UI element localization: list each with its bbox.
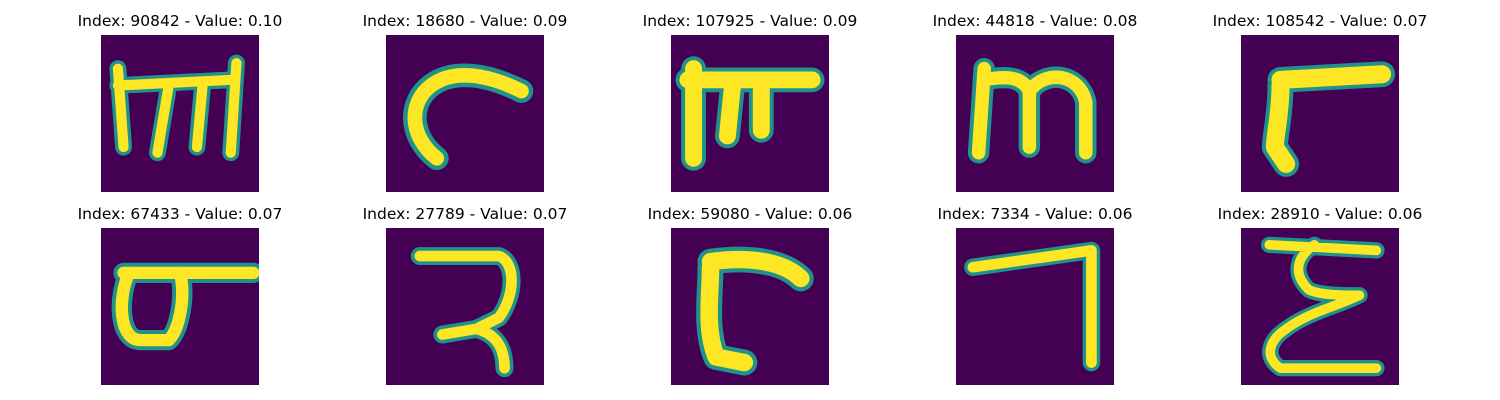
glyph-image <box>1241 35 1399 192</box>
panel-6: Index: 67433 - Value: 0.07 <box>30 193 330 388</box>
panel-5: Index: 108542 - Value: 0.07 <box>1170 0 1470 195</box>
panel-title: Index: 28910 - Value: 0.06 <box>1217 205 1423 223</box>
panel-9: Index: 7334 - Value: 0.06 <box>885 193 1185 388</box>
panel-10: Index: 28910 - Value: 0.06 <box>1170 193 1470 388</box>
panel-2: Index: 18680 - Value: 0.09 <box>315 0 615 195</box>
glyph-image <box>101 228 259 385</box>
glyph-image <box>671 228 829 385</box>
glyph-image <box>101 35 259 192</box>
panel-7: Index: 27789 - Value: 0.07 <box>315 193 615 388</box>
panel-3: Index: 107925 - Value: 0.09 <box>600 0 900 195</box>
panel-title: Index: 59080 - Value: 0.06 <box>647 205 853 223</box>
glyph-image <box>1241 228 1399 385</box>
glyph-image <box>386 228 544 385</box>
panel-title: Index: 107925 - Value: 0.09 <box>642 12 858 30</box>
panel-title: Index: 44818 - Value: 0.08 <box>932 12 1138 30</box>
panel-title: Index: 27789 - Value: 0.07 <box>362 205 568 223</box>
panel-title: Index: 67433 - Value: 0.07 <box>77 205 283 223</box>
panel-1: Index: 90842 - Value: 0.10 <box>30 0 330 195</box>
panel-title: Index: 108542 - Value: 0.07 <box>1212 12 1428 30</box>
panel-4: Index: 44818 - Value: 0.08 <box>885 0 1185 195</box>
glyph-image <box>956 228 1114 385</box>
panel-title: Index: 18680 - Value: 0.09 <box>362 12 568 30</box>
panel-8: Index: 59080 - Value: 0.06 <box>600 193 900 388</box>
glyph-image <box>671 35 829 192</box>
glyph-image <box>386 35 544 192</box>
panel-title: Index: 7334 - Value: 0.06 <box>937 205 1133 223</box>
panel-title: Index: 90842 - Value: 0.10 <box>77 12 283 30</box>
glyph-image <box>956 35 1114 192</box>
